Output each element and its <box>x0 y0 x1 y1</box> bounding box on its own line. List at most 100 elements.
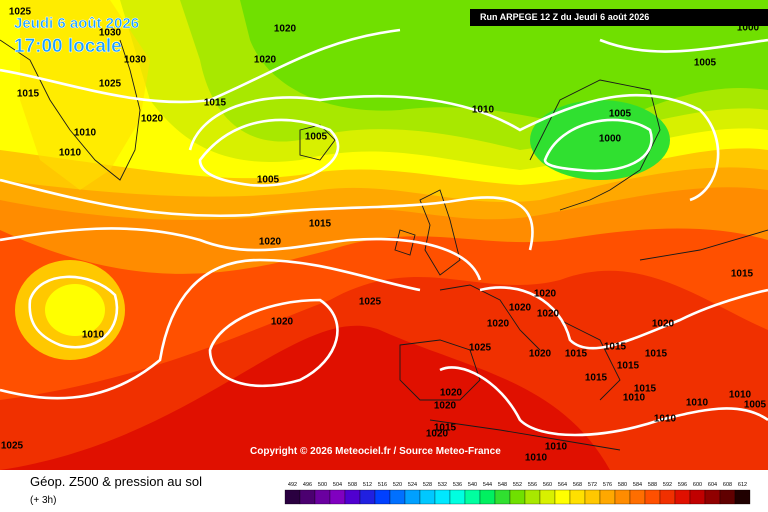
legend-swatch <box>704 489 721 505</box>
isobar-label: 1020 <box>141 114 164 125</box>
legend-value: 512 <box>363 482 372 488</box>
legend-value: 580 <box>618 482 627 488</box>
legend-swatch <box>494 489 511 505</box>
legend-value: 500 <box>318 482 327 488</box>
isobar-label: 1015 <box>309 219 332 230</box>
isobar-label: 1015 <box>604 342 627 353</box>
legend-value: 584 <box>633 482 642 488</box>
legend-swatch <box>284 489 301 505</box>
legend-value: 544 <box>483 482 492 488</box>
isobar-label: 1015 <box>434 423 457 434</box>
legend-value: 592 <box>663 482 672 488</box>
legend-swatch <box>569 489 586 505</box>
legend-swatch <box>599 489 616 505</box>
legend-swatch <box>719 489 736 505</box>
legend-value: 600 <box>693 482 702 488</box>
legend-value: 552 <box>513 482 522 488</box>
isobar-label: 1010 <box>729 390 752 401</box>
legend-swatch <box>434 489 451 505</box>
run-box <box>470 9 768 26</box>
isobar-label: 1010 <box>59 148 82 159</box>
isobar-label: 1020 <box>434 401 457 412</box>
copyright: Copyright © 2026 Meteociel.fr / Source M… <box>250 446 501 457</box>
legend-value: 576 <box>603 482 612 488</box>
legend-value: 556 <box>528 482 537 488</box>
isobar-label: 1020 <box>426 429 449 440</box>
legend-value: 564 <box>558 482 567 488</box>
isobar-label: 1020 <box>534 289 557 300</box>
isobar-label: 1020 <box>440 388 463 399</box>
isobar-label: 1030 <box>124 55 147 66</box>
legend-swatch <box>374 489 391 505</box>
legend-swatch <box>509 489 526 505</box>
isobar-label: 1015 <box>645 349 668 360</box>
isobar-label: 1005 <box>609 109 632 120</box>
legend-swatch <box>554 489 571 505</box>
legend-value: 560 <box>543 482 552 488</box>
legend-value: 532 <box>438 482 447 488</box>
legend-value: 540 <box>468 482 477 488</box>
time-label: 17:00 locale <box>14 36 122 57</box>
legend-swatch <box>479 489 496 505</box>
isobar-label: 1025 <box>9 7 32 18</box>
legend-value: 588 <box>648 482 657 488</box>
isobar-label: 1000 <box>599 134 622 145</box>
isobar-label: 1020 <box>529 349 552 360</box>
date-label: Jeudi 6 août 2026 <box>14 15 139 32</box>
legend-value: 508 <box>348 482 357 488</box>
isobar-label: 1025 <box>99 79 122 90</box>
isobar-label: 1005 <box>744 400 767 411</box>
isobar-label: 1010 <box>654 414 677 425</box>
legend-value: 496 <box>303 482 312 488</box>
isobar-label: 1025 <box>1 441 24 452</box>
legend-value: 528 <box>423 482 432 488</box>
legend-swatch <box>299 489 316 505</box>
legend-swatch <box>659 489 676 505</box>
isobar-label: 1005 <box>694 58 717 69</box>
isobar-label: 1020 <box>487 319 510 330</box>
legend-swatch <box>584 489 601 505</box>
footer-subtitle: (+ 3h) <box>30 495 56 506</box>
legend-value: 516 <box>378 482 387 488</box>
isobar-label: 1010 <box>74 128 97 139</box>
legend-value: 492 <box>288 482 297 488</box>
isobar-label: 1020 <box>509 303 532 314</box>
legend-swatch <box>689 489 706 505</box>
map-background <box>0 0 768 470</box>
legend-value: 536 <box>453 482 462 488</box>
legend-swatch <box>344 489 361 505</box>
legend-value: 604 <box>708 482 717 488</box>
legend-value: 524 <box>408 482 417 488</box>
isobar-label: 1020 <box>537 309 560 320</box>
isobar-label: 1015 <box>17 89 40 100</box>
legend-swatch <box>464 489 481 505</box>
isobar-label: 1015 <box>585 373 608 384</box>
legend-swatch <box>389 489 406 505</box>
isobar-label: 1010 <box>525 453 548 464</box>
isobar-label: 1020 <box>274 24 297 35</box>
color-legend: 492 496 500 504 508 512 516 520 524 528 532 536 540 5… <box>284 482 751 505</box>
legend-value: 520 <box>393 482 402 488</box>
legend-swatch <box>629 489 646 505</box>
legend-value: 612 <box>738 482 747 488</box>
isobar-label: 1015 <box>731 269 754 280</box>
legend-value: 608 <box>723 482 732 488</box>
legend-swatch <box>359 489 376 505</box>
isobar-label: 1010 <box>82 330 105 341</box>
isobar-label: 1010 <box>686 398 709 409</box>
legend-swatch <box>524 489 541 505</box>
isobar-label: 1015 <box>634 384 657 395</box>
coastlines <box>0 39 768 451</box>
isobar-label: 1025 <box>359 297 382 308</box>
isobars <box>0 28 768 437</box>
isobar-label: 1010 <box>472 105 495 116</box>
legend-value: 504 <box>333 482 342 488</box>
isobar-label: 1020 <box>652 319 675 330</box>
isobar-label: 1025 <box>469 343 492 354</box>
isobar-label: 1010 <box>623 393 646 404</box>
legend-swatch <box>329 489 346 505</box>
run-label: Run ARPEGE 12 Z du Jeudi 6 août 2026 <box>480 12 649 22</box>
isobar-label: 1030 <box>99 28 122 39</box>
isobar-label: 1010 <box>545 442 568 453</box>
